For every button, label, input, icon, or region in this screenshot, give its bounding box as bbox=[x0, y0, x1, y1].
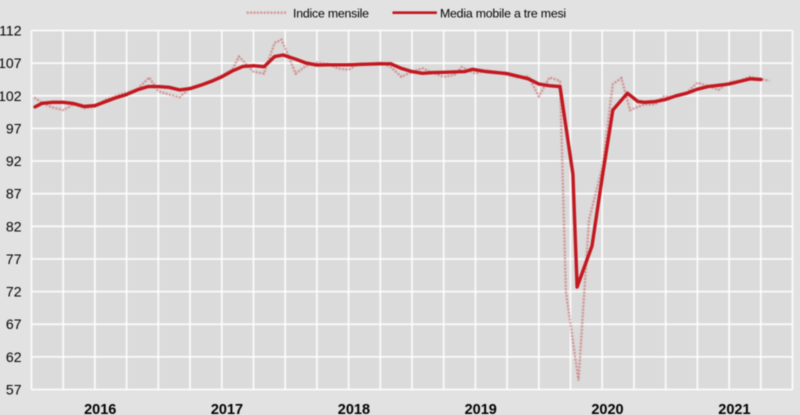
svg-text:Media mobile a tre mesi: Media mobile a tre mesi bbox=[440, 7, 566, 21]
svg-text:62: 62 bbox=[6, 349, 22, 365]
svg-text:92: 92 bbox=[6, 153, 22, 169]
svg-text:2016: 2016 bbox=[84, 402, 116, 415]
svg-text:102: 102 bbox=[0, 88, 22, 104]
svg-text:2021: 2021 bbox=[718, 402, 750, 415]
svg-text:87: 87 bbox=[6, 186, 22, 202]
svg-text:112: 112 bbox=[0, 23, 22, 39]
svg-text:77: 77 bbox=[6, 251, 22, 267]
svg-text:107: 107 bbox=[0, 55, 22, 71]
svg-text:2019: 2019 bbox=[465, 402, 497, 415]
svg-text:2018: 2018 bbox=[338, 402, 370, 415]
svg-text:82: 82 bbox=[6, 218, 22, 234]
svg-text:67: 67 bbox=[6, 316, 22, 332]
svg-text:72: 72 bbox=[6, 284, 22, 300]
svg-text:97: 97 bbox=[6, 120, 22, 136]
svg-text:57: 57 bbox=[6, 382, 22, 398]
svg-text:Indice mensile: Indice mensile bbox=[293, 7, 369, 21]
svg-text:2020: 2020 bbox=[591, 402, 623, 415]
svg-text:2017: 2017 bbox=[211, 402, 243, 415]
